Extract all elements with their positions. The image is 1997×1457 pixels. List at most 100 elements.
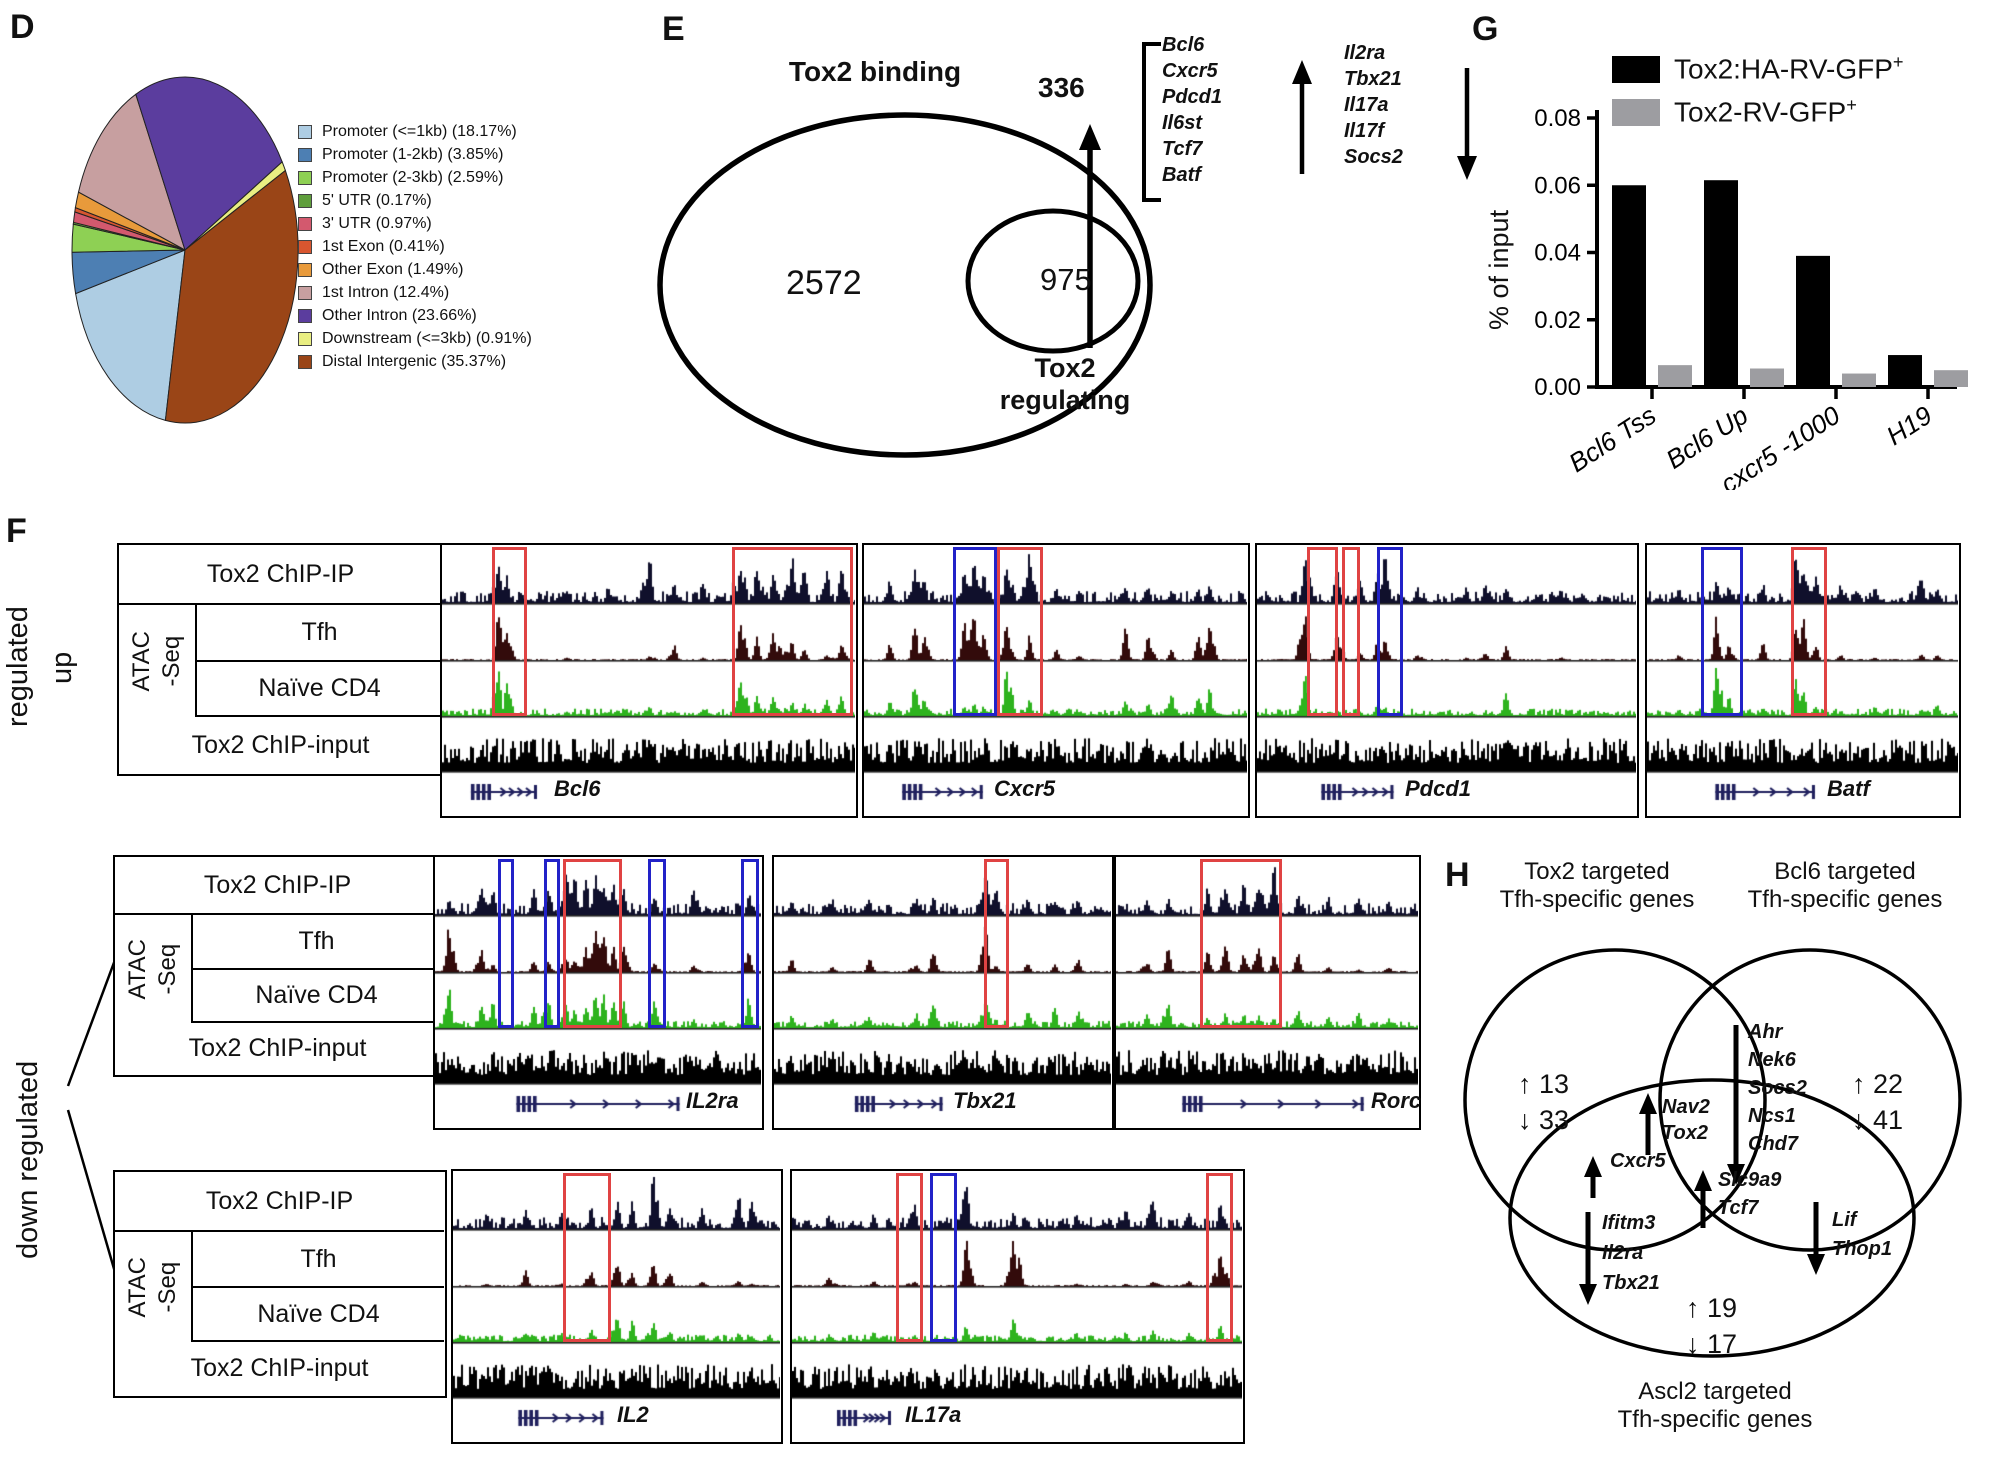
legend-item: Other Exon (1.49%) bbox=[298, 261, 532, 278]
legend-label: Downstream (<=3kb) (0.91%) bbox=[322, 330, 532, 347]
venn3-tfh-genes bbox=[1463, 948, 1962, 1358]
region-bcl6-only: ↑ 22 ↓ 41 bbox=[1852, 1069, 1904, 1135]
gene-name-label: Tbx21 bbox=[953, 1088, 1017, 1113]
legend-swatch bbox=[298, 148, 312, 162]
highlight-box-blue bbox=[497, 859, 515, 1028]
legend-label: Promoter (2-3kb) (2.59%) bbox=[322, 169, 504, 186]
row-label-atac-seq: ATAC -Seq bbox=[115, 915, 193, 1023]
region-tox2-ascl2-down-genes: Ifitm3 Il2ra Tbx21 bbox=[1602, 1208, 1660, 1298]
legend-swatch-tox2rv bbox=[1612, 99, 1660, 126]
track-canvas-IL17a bbox=[792, 1171, 1242, 1441]
highlight-box-red bbox=[563, 1173, 611, 1342]
bar-bcl6-tss-black bbox=[1612, 185, 1646, 387]
y-tick-label: 0.04 bbox=[1534, 240, 1581, 267]
up-arrow-icon: ↑ bbox=[1852, 1069, 1866, 1099]
highlight-box-red bbox=[1306, 547, 1338, 716]
legend-item: Promoter (1-2kb) (3.85%) bbox=[298, 146, 532, 163]
track-canvas-Tbx21 bbox=[774, 857, 1111, 1127]
highlight-box-red bbox=[731, 547, 854, 716]
track-canvas-Pdcd1 bbox=[1257, 545, 1636, 815]
venn-tox2-binding-regulating bbox=[657, 42, 1477, 458]
venn-title-bcl6: Bcl6 targeted Tfh-specific genes bbox=[1747, 858, 1943, 914]
gene-name: Socs2 bbox=[1748, 1077, 1807, 1099]
gene-name: Pdcd1 bbox=[1162, 86, 1223, 108]
venn-ellipse-ascl2 bbox=[1508, 1078, 1916, 1358]
legend-label: Other Intron (23.66%) bbox=[322, 307, 477, 324]
gene-name: Cxcr5 bbox=[1162, 60, 1218, 82]
pie-slice-8 bbox=[135, 76, 283, 251]
gene-name: Il2ra bbox=[1602, 1242, 1644, 1264]
legend-swatch bbox=[298, 240, 312, 254]
venn-title-ascl2: Ascl2 targeted Tfh-specific genes bbox=[1617, 1378, 1813, 1434]
up-arrow-icon: ↑ bbox=[1686, 1293, 1700, 1323]
legend-label: 3' UTR (0.97%) bbox=[322, 215, 432, 232]
legend-swatch bbox=[298, 309, 312, 323]
up-arrow-icon: ↑ bbox=[1518, 1069, 1532, 1099]
highlight-box-blue bbox=[952, 547, 997, 716]
region-tox2-bcl6-down-genes: Ahr Nek6 Socs2 Ncs1 Chd7 bbox=[1748, 1018, 1807, 1158]
pie-slice-10 bbox=[164, 169, 299, 424]
track-canvas-Bcl6 bbox=[442, 545, 855, 815]
gene-name: Il17a bbox=[1344, 94, 1389, 116]
up-arrow-head bbox=[1292, 60, 1312, 84]
highlight-box-red bbox=[983, 859, 1010, 1028]
upregulated-gene-list: Bcl6 Cxcr5 Pdcd1 Il6st Tcf7 Batf bbox=[1162, 32, 1222, 188]
gene-name: Tox2 bbox=[1662, 1122, 1708, 1144]
legend-label: Distal Intergenic (35.37%) bbox=[322, 353, 507, 370]
down-arrow-icon: ↓ bbox=[1852, 1105, 1866, 1135]
row-label-tfh: Tfh bbox=[197, 605, 442, 662]
row-label-naive-cd4: Naïve CD4 bbox=[197, 662, 442, 717]
venn-ellipse-tox2-binding bbox=[657, 112, 1153, 458]
group-label-up: up bbox=[46, 651, 78, 685]
gene-name: Ahr bbox=[1748, 1021, 1783, 1043]
legend-label: 1st Intron (12.4%) bbox=[322, 284, 450, 301]
legend-swatch bbox=[298, 194, 312, 208]
gene-name-label: Pdcd1 bbox=[1405, 776, 1472, 801]
gene-name-label: Batf bbox=[1827, 776, 1870, 801]
gene-name: Ncs1 bbox=[1748, 1105, 1796, 1127]
y-tick-label: 0.06 bbox=[1534, 172, 1581, 199]
row-label-chip-ip: Tox2 ChIP-IP bbox=[115, 857, 440, 915]
track-canvas-IL2ra bbox=[435, 857, 761, 1127]
region-ascl2-only: ↑ 19 ↓ 17 bbox=[1686, 1293, 1738, 1359]
highlight-box-red bbox=[563, 859, 622, 1028]
row-label-naive-cd4: Naïve CD4 bbox=[193, 1288, 444, 1342]
legend-item: Promoter (2-3kb) (2.59%) bbox=[298, 169, 532, 186]
legend-label-tox2ha: Tox2:HA-RV-GFP+ bbox=[1674, 52, 1904, 85]
venn-count-regulating-only: 975 bbox=[1040, 262, 1092, 297]
legend-label: 5' UTR (0.17%) bbox=[322, 192, 432, 209]
highlight-box-blue bbox=[1700, 547, 1743, 716]
highlight-box-blue bbox=[929, 1173, 957, 1342]
group-label-regulated: regulated bbox=[2, 606, 34, 728]
down-arrow-icon: ↓ bbox=[1686, 1329, 1700, 1359]
intersection-arrow-head bbox=[1079, 124, 1101, 150]
gene-name-label: IL2 bbox=[617, 1402, 649, 1427]
down-arrow-head bbox=[1457, 156, 1477, 180]
gene-name: Socs2 bbox=[1344, 146, 1403, 168]
legend-label: Other Exon (1.49%) bbox=[322, 261, 464, 278]
highlight-box-red bbox=[996, 547, 1043, 716]
legend-item: Other Intron (23.66%) bbox=[298, 307, 532, 324]
gene-name: Il2ra bbox=[1344, 42, 1386, 64]
highlight-box-blue bbox=[740, 859, 759, 1028]
venn-set2-title: Tox2 regulating bbox=[999, 353, 1131, 416]
x-tick-label: H19 bbox=[1881, 400, 1937, 451]
venn-circle-bcl6 bbox=[1658, 948, 1962, 1252]
row-label-chip-input: Tox2 ChIP-input bbox=[191, 730, 370, 759]
legend-swatch bbox=[298, 355, 312, 369]
gene-list-bracket bbox=[1142, 42, 1161, 202]
highlight-box-blue bbox=[1377, 547, 1403, 716]
row-label-tfh: Tfh bbox=[193, 1232, 444, 1288]
gene-name: Tbx21 bbox=[1602, 1272, 1660, 1294]
legend-label: Promoter (<=1kb) (18.17%) bbox=[322, 123, 517, 140]
legend-swatch bbox=[298, 171, 312, 185]
down-arrow-icon: ↓ bbox=[1518, 1105, 1532, 1135]
gene-name: Bcl6 bbox=[1162, 34, 1205, 56]
gene-name: Tcf7 bbox=[1162, 138, 1203, 160]
legend-item: 5' UTR (0.17%) bbox=[298, 192, 532, 209]
venn-count-binding-only: 2572 bbox=[786, 264, 862, 302]
highlight-box-red bbox=[1342, 547, 1361, 716]
gene-name-label: Cxcr5 bbox=[994, 776, 1056, 801]
